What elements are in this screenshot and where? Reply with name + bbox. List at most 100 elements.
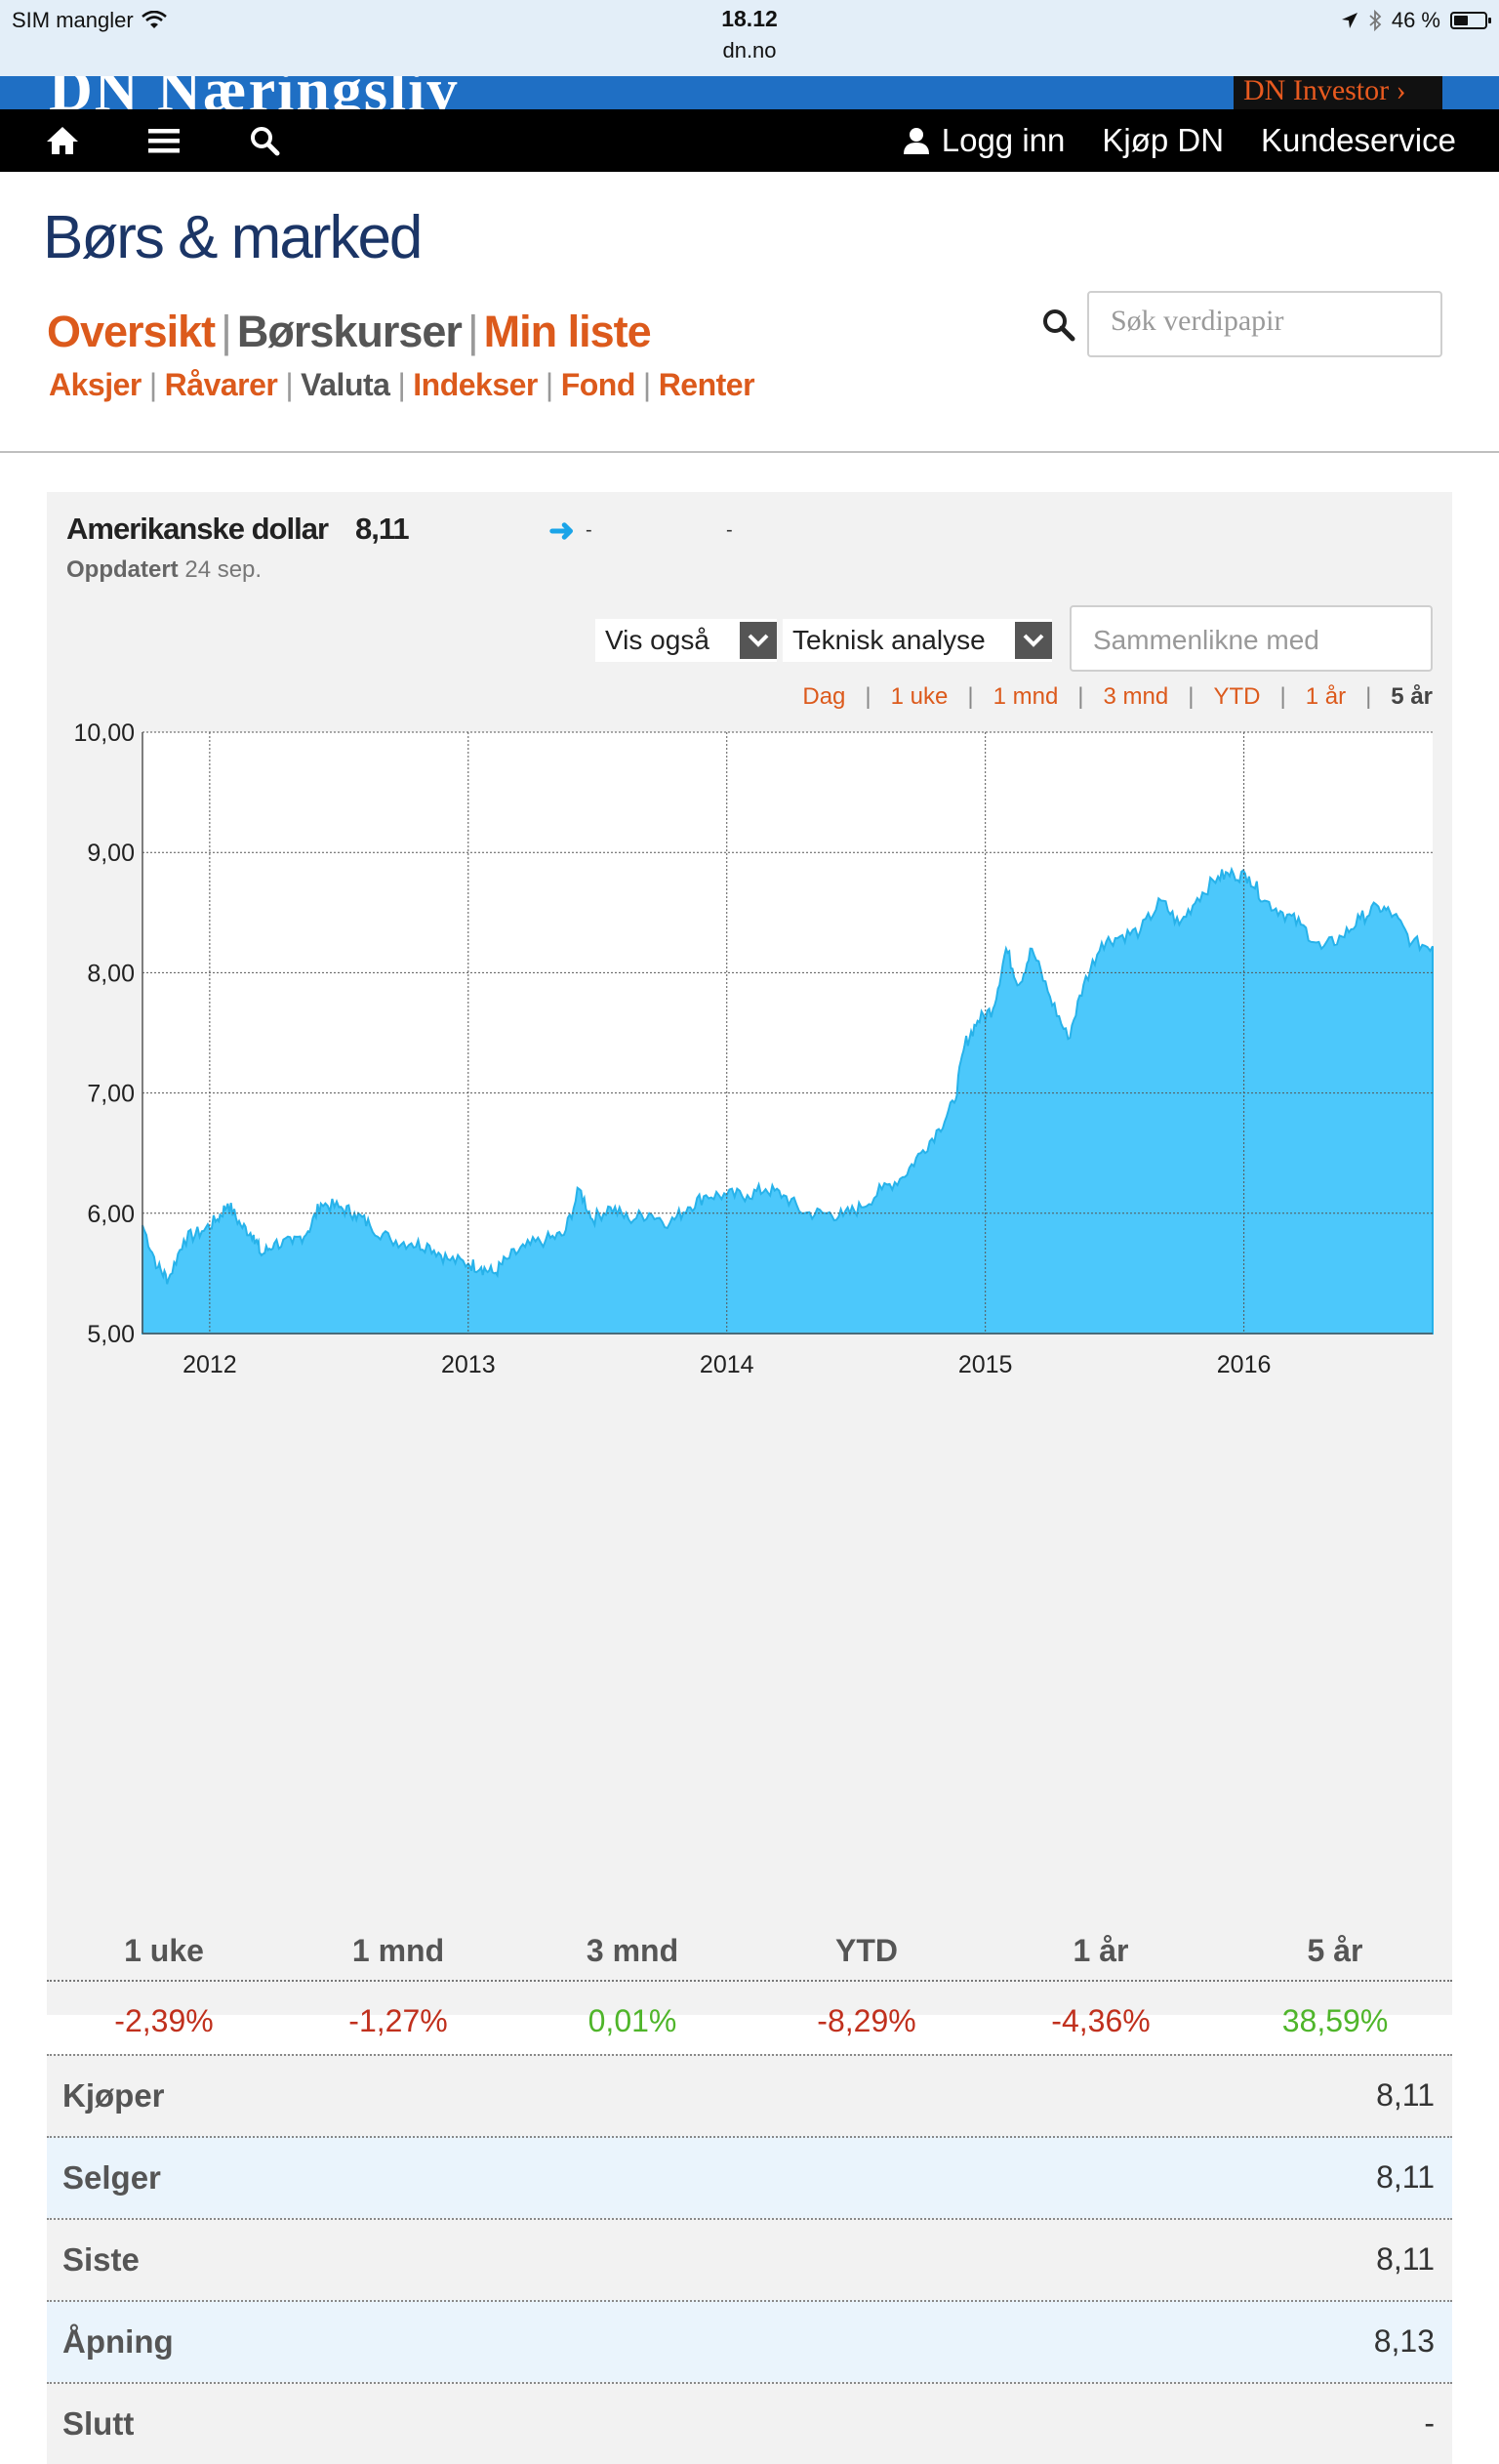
perf-header: 5 år: [1307, 1933, 1363, 1968]
chart-y-tick-label: 6,00: [87, 1201, 135, 1228]
perf-header: 3 mnd: [586, 1933, 679, 1968]
status-bar: SIM mangler 18.12 dn.no 46 %: [0, 0, 1499, 76]
nav-separator: |: [148, 367, 157, 402]
table-row: Siste 8,11: [47, 2218, 1452, 2300]
perf-value: -2,39%: [114, 2003, 214, 2038]
row-value: 8,13: [1373, 2323, 1435, 2359]
range-separator: |: [1188, 683, 1195, 710]
perf-header: 1 uke: [124, 1933, 204, 1968]
search-icon[interactable]: [1040, 307, 1077, 344]
subnav-renter[interactable]: Renter: [658, 367, 755, 402]
status-left: SIM mangler: [12, 8, 167, 33]
search-input[interactable]: Søk verdipapir: [1087, 291, 1442, 357]
status-right: 46 %: [1341, 8, 1491, 33]
table-row: Kjøper 8,11: [47, 2054, 1452, 2136]
tab-min-liste[interactable]: Min liste: [483, 307, 652, 356]
subnav-aksjer[interactable]: Aksjer: [49, 367, 142, 402]
range-5-ar[interactable]: 5 år: [1391, 683, 1433, 710]
customer-service-link[interactable]: Kundeservice: [1261, 122, 1456, 158]
vis-ogsa-label: Vis også: [605, 625, 709, 655]
chart-y-tick-label: 5,00: [87, 1321, 135, 1348]
buy-dn-link[interactable]: Kjøp DN: [1102, 122, 1225, 158]
main-nav: Oversikt | Børskurser | Min liste: [47, 307, 652, 357]
range-separator: |: [1279, 683, 1286, 710]
table-row: Slutt -: [47, 2382, 1452, 2464]
range-separator: |: [1365, 683, 1372, 710]
updated-date: 24 sep.: [184, 556, 263, 583]
instrument-change: -: [586, 519, 592, 541]
nav-separator: |: [285, 367, 294, 402]
instrument-value: 8,11: [355, 512, 410, 546]
row-label: Åpning: [62, 2323, 174, 2360]
table-row: Selger 8,11: [47, 2136, 1452, 2218]
subnav-fond[interactable]: Fond: [560, 367, 636, 402]
compare-input[interactable]: Sammenlikne med: [1070, 605, 1433, 672]
top-navbar: Logg inn Kjøp DN Kundeservice: [0, 109, 1499, 172]
range-separator: |: [967, 683, 974, 710]
range-1-mnd[interactable]: 1 mnd: [993, 683, 1059, 710]
chevron-down-icon[interactable]: [1015, 622, 1052, 659]
carrier-label: SIM mangler: [12, 8, 134, 32]
login-link[interactable]: Logg inn: [901, 122, 1066, 159]
teknisk-analyse-dropdown[interactable]: Teknisk analyse: [783, 619, 1052, 662]
menu-icon[interactable]: [144, 123, 183, 158]
range-separator: |: [1077, 683, 1084, 710]
performance-values: -2,39% -1,27% 0,01% -8,29% -4,36% 38,59%: [47, 2003, 1452, 2039]
tab-borskurser[interactable]: Børskurser: [236, 307, 463, 356]
search-icon[interactable]: [246, 123, 285, 158]
clock: 18.12: [721, 6, 778, 31]
battery-percent: 46 %: [1391, 8, 1440, 32]
chart-x-tick-label: 2012: [182, 1351, 237, 1378]
range-separator: |: [865, 683, 871, 710]
perf-value: 0,01%: [587, 2003, 677, 2038]
chart-y-tick-label: 7,00: [87, 1081, 135, 1108]
subnav-indekser[interactable]: Indekser: [413, 367, 538, 402]
vis-ogsa-dropdown[interactable]: Vis også: [595, 619, 777, 662]
chart-y-tick-label: 8,00: [87, 960, 135, 987]
ad-banner[interactable]: DN Næringsliv DN Investor ›: [0, 76, 1499, 109]
battery-icon: [1450, 12, 1491, 29]
chart-area-series: [142, 866, 1434, 1335]
range-ytd[interactable]: YTD: [1213, 683, 1261, 710]
perf-value: -8,29%: [817, 2003, 916, 2038]
chevron-down-icon[interactable]: [740, 622, 777, 659]
perf-value: -1,27%: [348, 2003, 448, 2038]
chart-x-tick-label: 2016: [1217, 1351, 1272, 1378]
bluetooth-icon: [1369, 10, 1382, 31]
tab-oversikt[interactable]: Oversikt: [47, 307, 216, 356]
range-1-ar[interactable]: 1 år: [1305, 683, 1347, 710]
instrument-change-pct: -: [726, 519, 733, 541]
range-dag[interactable]: Dag: [802, 683, 846, 710]
chart-y-tick-label: 9,00: [87, 840, 135, 867]
arrow-right-icon: ➜: [548, 513, 575, 548]
perf-header: YTD: [835, 1933, 898, 1968]
chart-x-tick-label: 2014: [700, 1351, 754, 1378]
status-center: 18.12 dn.no: [0, 6, 1499, 63]
subnav-valuta[interactable]: Valuta: [301, 367, 390, 402]
url-label[interactable]: dn.no: [722, 38, 777, 62]
banner-investor: DN Investor ›: [1234, 76, 1442, 109]
nav-separator: |: [221, 307, 232, 356]
range-1-uke[interactable]: 1 uke: [890, 683, 949, 710]
range-3-mnd[interactable]: 3 mnd: [1103, 683, 1169, 710]
header-divider: [0, 451, 1499, 453]
nav-separator: |: [397, 367, 406, 402]
price-chart[interactable]: 10,00 9,00 8,00 7,00 6,00 5,00 2012 2013 2014 201…: [47, 717, 1452, 1400]
chart-y-tick-label: 10,00: [73, 719, 135, 747]
row-value: 8,11: [1376, 2241, 1435, 2277]
login-label: Logg inn: [941, 122, 1066, 158]
nav-separator: |: [545, 367, 553, 402]
updated-text: Oppdatert 24 sep.: [66, 556, 262, 584]
user-icon: [903, 128, 929, 154]
row-label: Slutt: [62, 2405, 135, 2442]
location-arrow-icon: [1341, 13, 1357, 28]
row-label: Siste: [62, 2241, 140, 2278]
nav-separator: |: [466, 307, 479, 356]
row-value: -: [1424, 2405, 1435, 2441]
page-title: Børs & marked: [43, 204, 423, 271]
subnav-ravarer[interactable]: Råvarer: [164, 367, 278, 402]
perf-header: 1 mnd: [351, 1933, 445, 1968]
banner-logo: DN Næringsliv: [49, 76, 460, 109]
home-icon[interactable]: [43, 123, 82, 158]
row-label: Selger: [62, 2159, 161, 2196]
